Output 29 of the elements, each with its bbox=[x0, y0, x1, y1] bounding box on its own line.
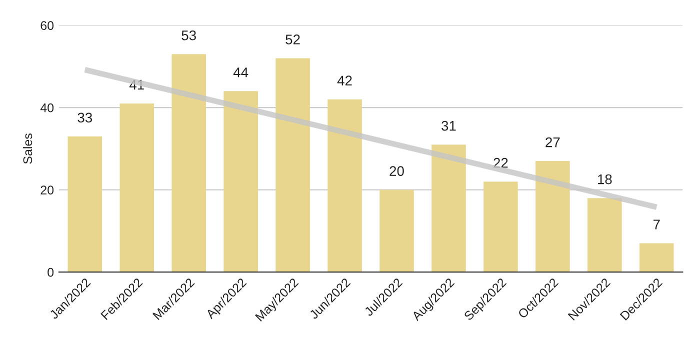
bar bbox=[587, 198, 622, 272]
bar bbox=[172, 54, 206, 272]
data-label: 41 bbox=[129, 80, 144, 90]
data-label: 27 bbox=[546, 137, 560, 148]
bar bbox=[432, 144, 466, 272]
data-label: 33 bbox=[78, 112, 92, 123]
bar bbox=[224, 91, 258, 272]
data-label: 20 bbox=[390, 166, 404, 176]
bar bbox=[328, 99, 362, 272]
data-label: 18 bbox=[598, 174, 612, 184]
y-tick-label: 40 bbox=[40, 103, 54, 112]
bar bbox=[120, 103, 154, 272]
data-label: 44 bbox=[233, 68, 248, 78]
data-label: 31 bbox=[442, 120, 456, 131]
data-label: 53 bbox=[182, 30, 196, 40]
y-axis-title: Sales bbox=[22, 134, 32, 164]
bar bbox=[484, 182, 518, 272]
bar bbox=[639, 243, 674, 272]
bar bbox=[380, 190, 414, 272]
data-label: 22 bbox=[494, 158, 508, 168]
bar bbox=[536, 161, 570, 272]
y-tick-label: 20 bbox=[40, 186, 54, 194]
bar bbox=[276, 58, 310, 272]
data-label: 7 bbox=[653, 220, 660, 230]
data-label: 52 bbox=[286, 34, 300, 44]
y-tick-label: 0 bbox=[48, 268, 54, 277]
bar bbox=[68, 136, 102, 272]
data-label: 42 bbox=[337, 76, 352, 86]
y-tick-label: 60 bbox=[40, 21, 54, 30]
